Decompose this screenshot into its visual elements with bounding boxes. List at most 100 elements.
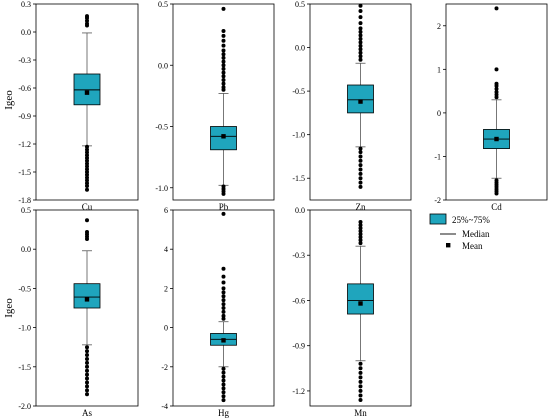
y-axis-label-top: Igeo	[3, 90, 15, 110]
y-tick-label: -1.5	[292, 174, 305, 183]
outlier-point	[85, 181, 89, 186]
y-tick-label: -1.8	[18, 196, 31, 205]
outlier-point	[85, 156, 89, 160]
outlier-point	[221, 280, 226, 285]
iqr-box	[347, 283, 374, 315]
outlier-point	[85, 368, 89, 373]
outlier-point	[358, 29, 363, 34]
panel-label-mn: Mn	[354, 408, 367, 418]
outlier-point	[358, 361, 363, 366]
outlier-point	[494, 95, 499, 100]
outlier-point	[221, 398, 226, 403]
outlier-point	[358, 47, 363, 52]
y-tick-label: 2	[164, 284, 168, 293]
y-tick-label: -0.9	[292, 342, 305, 351]
y-tick-label: 0.5	[295, 0, 305, 9]
y-tick-label: -0.6	[292, 296, 305, 305]
outlier-point	[358, 370, 363, 375]
outlier-point	[358, 158, 363, 163]
plot-frame	[445, 3, 548, 201]
y-tick-label: 1	[437, 65, 441, 74]
outlier-point	[358, 375, 363, 380]
outlier-point	[221, 390, 226, 395]
outlier-point	[85, 172, 89, 177]
outlier-point	[221, 63, 226, 68]
outlier-point	[358, 21, 363, 26]
outlier-point	[221, 286, 226, 291]
outlier-point	[85, 170, 89, 174]
outlier-point	[358, 232, 363, 237]
outlier-point	[85, 175, 89, 180]
panel-hg: -4 -2 0 2 4 6 Hg	[161, 206, 275, 418]
outlier-point	[85, 392, 89, 397]
outlier-point	[85, 164, 89, 169]
outlier-point	[358, 235, 363, 240]
outlier-point	[358, 33, 363, 38]
outlier-point	[358, 176, 363, 181]
outlier-point	[358, 50, 363, 55]
y-tick-label: -2	[434, 196, 441, 205]
y-tick-label: -0.3	[292, 251, 305, 260]
outlier-point	[221, 87, 226, 92]
outlier-point	[494, 67, 499, 72]
outlier-point	[221, 378, 226, 383]
mean-marker	[494, 136, 499, 142]
outlier-point	[358, 388, 363, 393]
panel-label-pb: Pb	[219, 202, 229, 212]
outlier-point	[85, 345, 89, 350]
outlier-point	[221, 59, 226, 64]
plot-frame	[309, 209, 412, 407]
outlier-point	[85, 153, 89, 158]
outlier-point	[358, 379, 363, 384]
outlier-point	[221, 70, 226, 75]
iqr-box	[73, 283, 101, 309]
outlier-point	[85, 360, 89, 365]
outlier-point	[85, 356, 89, 361]
outlier-point	[85, 380, 89, 385]
outlier-point	[221, 306, 226, 310]
outlier-point	[85, 16, 89, 20]
y-tick-label: 0.0	[295, 206, 305, 215]
outlier-point	[85, 161, 89, 166]
panel-cu: -1.8 -1.5 -1.2 -0.9 -0.6 -0.3 0.0 0.3 Cu	[18, 0, 139, 212]
outlier-point	[85, 218, 89, 223]
panel-label-hg: Hg	[218, 408, 229, 418]
iqr-box	[347, 84, 374, 114]
panel-mn: -1.2 -0.9 -0.6 -0.3 0.0 Mn	[292, 206, 412, 418]
y-tick-label: -4	[161, 402, 168, 411]
outlier-point	[221, 38, 226, 43]
outlier-point	[221, 191, 226, 196]
outlier-point	[358, 238, 363, 243]
outlier-point	[221, 366, 226, 371]
y-tick-label: 0.5	[158, 0, 168, 9]
y-tick-label: -0.5	[18, 284, 31, 293]
outlier-point	[221, 43, 226, 48]
outlier-point	[358, 8, 363, 13]
plot-frame	[35, 209, 139, 407]
outlier-point	[221, 33, 226, 38]
outlier-point	[221, 6, 226, 11]
outlier-point	[221, 370, 226, 375]
plot-frame	[35, 3, 139, 201]
outlier-point	[221, 48, 226, 53]
outlier-point	[221, 382, 226, 387]
outlier-point	[85, 147, 89, 152]
outlier-point	[221, 211, 226, 216]
y-tick-label: 0	[164, 324, 168, 333]
outlier-point	[358, 57, 363, 62]
outlier-point	[358, 43, 363, 48]
outlier-point	[358, 26, 363, 31]
outlier-point	[358, 397, 363, 402]
y-tick-label: -2.0	[18, 402, 31, 411]
legend: 25%~75% Median Mean	[429, 213, 490, 251]
outlier-point	[358, 3, 363, 8]
panel-cd: -2 -1 0 1 2 Cd	[434, 3, 548, 212]
outlier-point	[85, 364, 89, 369]
legend-label-mean: Mean	[462, 241, 483, 251]
y-tick-label: -0.6	[18, 84, 31, 93]
outlier-point	[221, 66, 226, 71]
y-axis-label-bottom: Igeo	[3, 298, 15, 318]
legend-swatch-mean	[446, 243, 451, 248]
panel-label-as: As	[82, 408, 92, 418]
